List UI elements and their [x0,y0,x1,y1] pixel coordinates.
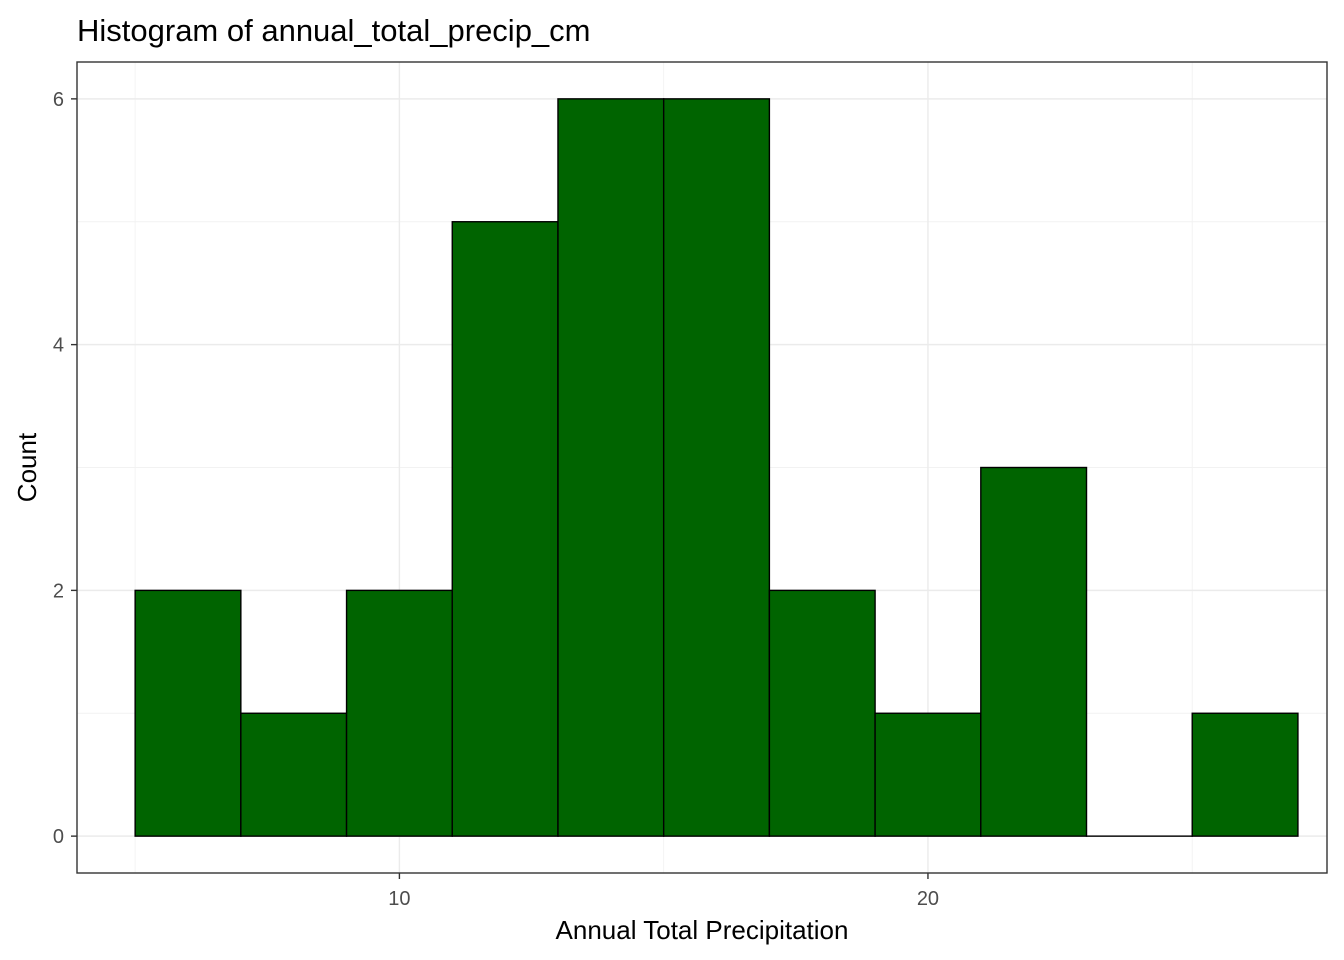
y-tick-label: 6 [53,89,64,111]
axes: 0 2 4 6 10 20 [53,89,939,910]
histogram-bar [134,589,242,837]
panel-border [76,61,1328,874]
histogram-bar [1191,712,1299,837]
histogram-bars [134,98,1299,837]
histogram-bar [662,98,771,837]
histogram-bar [451,221,559,837]
y-tick-label: 2 [53,580,64,602]
x-tick-label: 10 [388,888,410,910]
y-axis-title: Count [12,432,42,502]
chart-title: Histogram of annual_total_precip_cm [77,13,591,48]
histogram-bar [240,712,348,837]
histogram-bar [980,466,1088,837]
x-tick-label: 20 [917,888,939,910]
histogram-bar [874,712,982,837]
histogram-bar [345,589,453,837]
histogram-bar [557,98,665,837]
y-tick-label: 0 [53,826,64,848]
x-axis-title: Annual Total Precipitation [556,915,849,945]
y-tick-label: 4 [53,335,64,357]
histogram-bar [768,589,876,837]
